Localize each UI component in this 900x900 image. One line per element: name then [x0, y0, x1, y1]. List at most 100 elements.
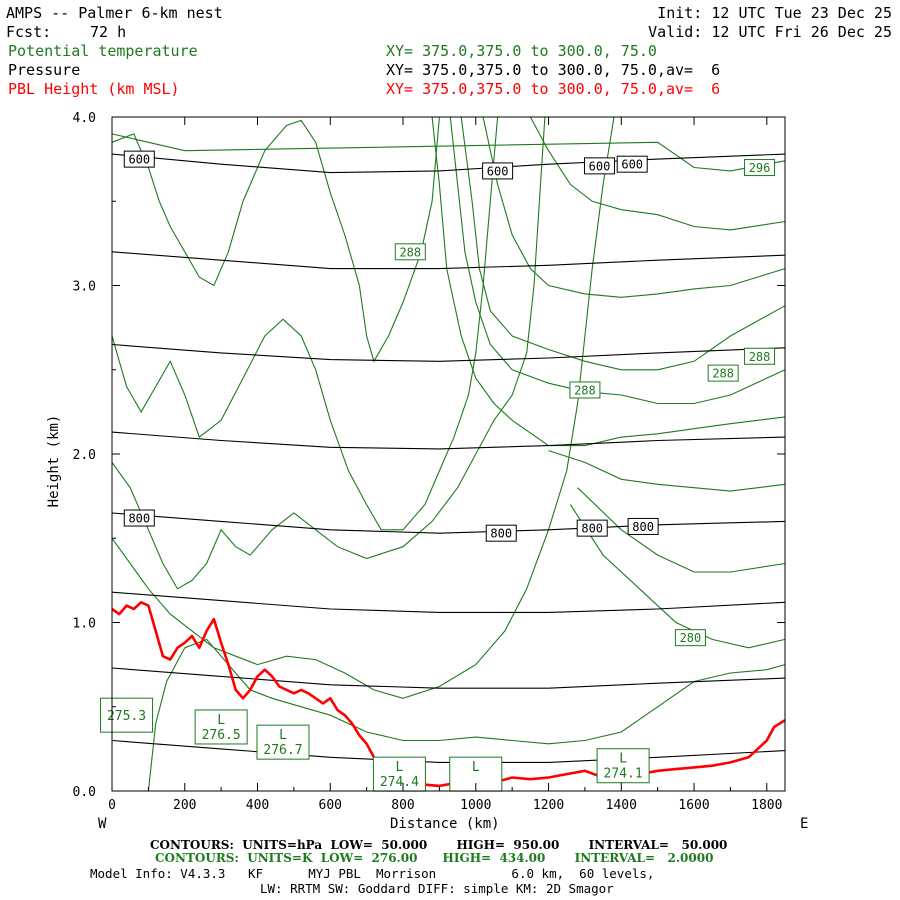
- field-theta-label: Potential temperature: [8, 42, 198, 60]
- pressure-contour-4: [111, 512, 786, 534]
- field-theta-xy: XY= 375.0,375.0 to 300.0, 75.0: [386, 42, 657, 60]
- x-end-label-west: W: [98, 816, 107, 832]
- pressure-label: 600: [589, 159, 611, 173]
- theta-contour-0: [111, 116, 440, 363]
- low-label-letter: L: [619, 752, 627, 767]
- theta-label: 280: [680, 631, 702, 645]
- forecast-label: Fcst:: [6, 23, 52, 41]
- field-pbl-xy: XY= 375.0,375.0 to 300.0, 75.0,av= 6: [386, 80, 721, 98]
- x-tick-label: 1000: [460, 798, 491, 813]
- theta-contour-10: [431, 116, 786, 447]
- pressure-label-box: [123, 150, 155, 168]
- pressure-label-box: [482, 162, 514, 180]
- footer-physics: LW: RRTM SW: Goddard DIFF: simple KM: 2D…: [260, 881, 614, 896]
- x-tick-label: 0: [108, 798, 116, 813]
- theta-label: 288: [399, 245, 421, 259]
- plot-frame: [111, 116, 786, 792]
- pressure-label: 800: [581, 522, 603, 536]
- field-pressure-label: Pressure: [8, 61, 81, 79]
- low-label-value: 274.4: [380, 775, 419, 790]
- theta-contour-8: [460, 116, 786, 371]
- theta-contour-7: [482, 116, 786, 298]
- x-tick-label: 1200: [533, 798, 564, 813]
- pressure-label: 800: [632, 520, 654, 534]
- theta-label-box: [744, 347, 776, 365]
- y-tick-label: 3.0: [73, 280, 96, 295]
- theta-label-box: [569, 381, 601, 399]
- theta-label: 288: [712, 367, 734, 381]
- x-tick-label: 800: [391, 798, 414, 813]
- axes: 0 200 400 600 800 1000 1200 1400 1600 1800 0.0 1.0 2…: [73, 111, 785, 813]
- theta-label-box: [744, 159, 776, 177]
- low-label-box: [194, 709, 248, 745]
- pressure-contours: [111, 153, 786, 763]
- field-pbl-label: PBL Height (km MSL): [8, 80, 180, 98]
- pressure-label: 600: [128, 153, 150, 167]
- x-tick-label: 400: [246, 798, 269, 813]
- theta-contour-1: [111, 116, 499, 531]
- theta-contour-4: [147, 638, 786, 792]
- y-axis-title: Height (km): [46, 414, 62, 508]
- x-tick-label: 600: [319, 798, 342, 813]
- y-tick-label: 0.0: [73, 785, 96, 800]
- pressure-label: 600: [487, 164, 509, 178]
- pressure-contour-1: [111, 251, 786, 270]
- low-label-value: 275.3: [107, 709, 146, 724]
- pressure-label-box: [616, 155, 648, 173]
- contour-labels: 600 600 600 600 800 800 800 800 296 288 288 288 288 2…: [100, 150, 776, 792]
- low-label-value: 276.7: [263, 743, 302, 758]
- pressure-label: 600: [621, 158, 643, 172]
- theta-contour-2: [111, 116, 546, 590]
- init-time: Init: 12 UTC Tue 23 Dec 25: [657, 4, 892, 22]
- x-tick-label: 200: [173, 798, 196, 813]
- pressure-label-box: [123, 509, 155, 527]
- pressure-label: 800: [128, 512, 150, 526]
- field-pressure-xy: XY= 375.0,375.0 to 300.0, 75.0,av= 6: [386, 61, 721, 79]
- pressure-label-box: [627, 517, 659, 535]
- pressure-contour-0: [111, 153, 786, 174]
- low-label-letter: L: [279, 728, 287, 743]
- theta-contour-11: [548, 450, 786, 492]
- valid-time: Valid: 12 UTC Fri 26 Dec 25: [648, 23, 892, 41]
- pressure-label-box: [583, 157, 615, 175]
- x-tick-label: 1400: [606, 798, 637, 813]
- theta-label-box: [707, 364, 739, 382]
- x-end-label-east: E: [800, 816, 809, 832]
- x-tick-label: 1800: [751, 798, 782, 813]
- footer-contours-pressure: CONTOURS: UNITS=hPa LOW= 50.000 HIGH= 95…: [150, 838, 728, 852]
- theta-label: 288: [574, 383, 596, 397]
- theta-label-box: [674, 629, 706, 647]
- theta-contours: [111, 116, 786, 792]
- low-label-value: 274.1: [604, 767, 643, 782]
- theta-label-box: [394, 243, 426, 261]
- theta-contour-5: [111, 133, 786, 172]
- theta-contour-6: [529, 116, 786, 231]
- footer-model-info: Model Info: V4.3.3 KF MYJ PBL Morrison 6…: [90, 866, 655, 881]
- forecast-value: 72 h: [90, 23, 127, 41]
- pressure-label-box: [576, 519, 608, 537]
- low-label-box: [100, 697, 154, 733]
- low-label-box: [596, 748, 650, 784]
- theta-contour-12: [577, 487, 786, 573]
- theta-contour-13: [569, 504, 786, 649]
- pressure-contour-5: [111, 591, 786, 613]
- y-tick-label: 2.0: [73, 448, 96, 463]
- x-tick-label: 1600: [678, 798, 709, 813]
- pressure-label: 800: [490, 527, 512, 541]
- theta-contour-9: [449, 116, 786, 405]
- footer-contours-theta: CONTOURS: UNITS=K LOW= 276.00 HIGH= 434.…: [155, 851, 714, 865]
- low-label-value: 276.5: [202, 728, 241, 743]
- theta-label: 296: [749, 161, 771, 175]
- low-label-letter: L: [395, 760, 403, 775]
- x-axis-title: Distance (km): [390, 816, 500, 832]
- pressure-contour-2: [111, 343, 786, 362]
- low-label-letter: L: [472, 760, 480, 775]
- pressure-contour-3: [111, 431, 786, 450]
- theta-label: 288: [749, 350, 771, 364]
- y-tick-label: 1.0: [73, 617, 96, 632]
- pressure-contour-7: [111, 739, 786, 763]
- pressure-contour-6: [111, 667, 786, 689]
- pressure-label-box: [485, 524, 517, 542]
- chart-title: AMPS -- Palmer 6-km nest: [6, 4, 223, 22]
